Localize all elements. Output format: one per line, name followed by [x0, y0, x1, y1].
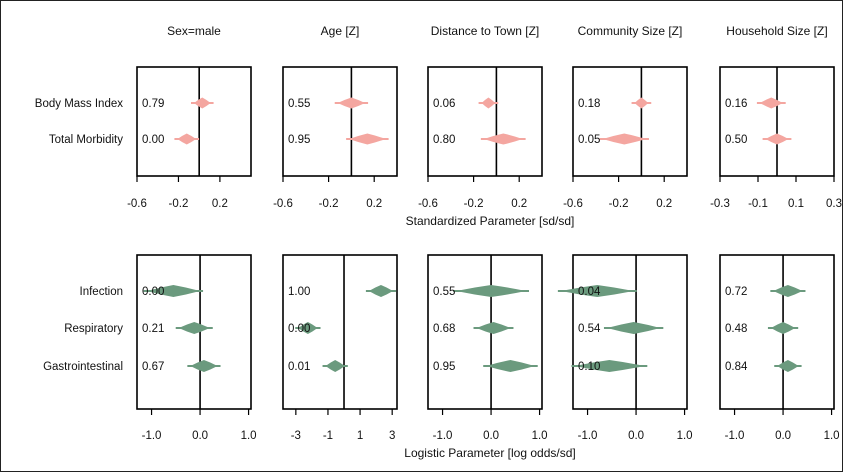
x-tick-label: -0.6: [563, 198, 583, 210]
x-tick-label: 1: [357, 430, 363, 442]
row-label-respiratory: Respiratory: [64, 323, 123, 335]
probability-label: 0.79: [142, 98, 164, 110]
probability-label: 0.16: [725, 98, 747, 110]
x-tick-label: -0.3: [710, 198, 730, 210]
x-tick-label: 0.1: [788, 198, 804, 210]
probability-label: 0.00: [142, 134, 164, 146]
probability-label: 0.84: [725, 361, 748, 373]
x-tick-label: 0.0: [192, 430, 208, 442]
x-tick-label: -0.2: [609, 198, 629, 210]
x-tick-label: -0.6: [127, 198, 147, 210]
row-label-body-mass-index: Body Mass Index: [35, 98, 123, 110]
x-axis-title: Standardized Parameter [sd/sd]: [406, 214, 575, 228]
x-tick-label: -0.6: [418, 198, 438, 210]
x-tick-label: -1: [323, 430, 333, 442]
probability-label: 0.18: [578, 98, 600, 110]
x-tick-label: -0.2: [464, 198, 484, 210]
panel-frame: [572, 66, 688, 177]
x-tick-label: -0.6: [273, 198, 293, 210]
x-tick-label: -3: [291, 430, 301, 442]
probability-label: 0.50: [725, 134, 747, 146]
x-tick-label: 1.0: [241, 430, 257, 442]
x-axis-title: Logistic Parameter [log odds/sd]: [404, 446, 575, 460]
x-tick-label: 0.2: [656, 198, 672, 210]
probability-label: 0.01: [288, 361, 310, 373]
x-tick-label: 0.0: [775, 430, 791, 442]
x-tick-label: -0.1: [748, 198, 768, 210]
panel-frame: [282, 66, 398, 177]
panel-title: Household Size [Z]: [726, 24, 827, 38]
probability-label: 0.55: [433, 286, 455, 298]
panel-frame: [136, 254, 252, 410]
row-label-gastrointestinal: Gastrointestinal: [43, 361, 123, 373]
x-tick-label: -0.2: [169, 198, 189, 210]
row-label-infection: Infection: [80, 286, 123, 298]
probability-label: 0.67: [142, 361, 164, 373]
x-tick-label: 0.3: [826, 198, 842, 210]
x-tick-label: 1.0: [532, 430, 548, 442]
probability-label: 0.21: [142, 323, 164, 335]
probability-label: 0.48: [725, 323, 747, 335]
x-tick-label: 0.0: [483, 430, 499, 442]
probability-label: 0.80: [433, 134, 455, 146]
panel-title: Community Size [Z]: [578, 24, 683, 38]
x-tick-label: 1.0: [824, 430, 840, 442]
x-tick-label: 3: [389, 430, 395, 442]
x-tick-label: -1.0: [578, 430, 598, 442]
x-tick-label: 0.2: [511, 198, 527, 210]
x-tick-label: -1.0: [142, 430, 162, 442]
x-tick-label: -1.0: [433, 430, 453, 442]
probability-label: 0.95: [288, 134, 310, 146]
probability-label: 0.54: [578, 323, 601, 335]
probability-label: 0.04: [578, 286, 601, 298]
panel-title: Sex=male: [167, 24, 221, 38]
probability-label: 0.95: [433, 361, 455, 373]
probability-label: 0.00: [142, 286, 164, 298]
x-tick-label: 0.2: [366, 198, 382, 210]
x-tick-label: 0.0: [628, 430, 644, 442]
x-tick-label: 0.2: [212, 198, 228, 210]
probability-label: 0.00: [288, 323, 310, 335]
panel-title: Age [Z]: [321, 24, 360, 38]
probability-label: 0.55: [288, 98, 310, 110]
panel-frame: [427, 254, 543, 410]
probability-label: 0.68: [433, 323, 455, 335]
x-tick-label: 1.0: [677, 430, 693, 442]
probability-label: 1.00: [288, 286, 310, 298]
panel-frame: [572, 254, 688, 410]
probability-label: 0.10: [578, 361, 600, 373]
panel-frame: [719, 254, 835, 410]
probability-label: 0.06: [433, 98, 455, 110]
panel-frame: [427, 66, 543, 177]
x-tick-label: -0.2: [319, 198, 339, 210]
probability-label: 0.05: [578, 134, 600, 146]
panel-frame: [136, 66, 252, 177]
panel-title: Distance to Town [Z]: [431, 24, 540, 38]
x-tick-label: -1.0: [725, 430, 745, 442]
probability-label: 0.72: [725, 286, 747, 298]
row-label-total-morbidity: Total Morbidity: [49, 134, 123, 146]
panel-frame: [282, 254, 398, 410]
